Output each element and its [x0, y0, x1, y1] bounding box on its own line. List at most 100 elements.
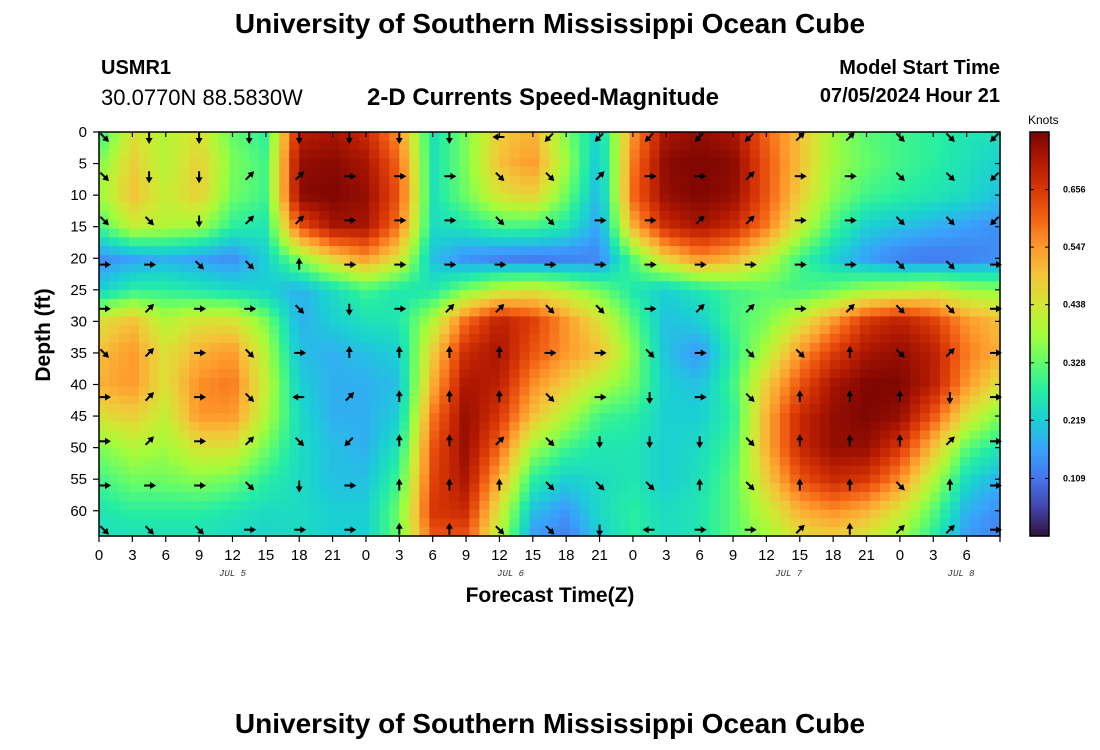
heatmap-cell: [899, 465, 911, 476]
heatmap-cell: [489, 219, 501, 230]
heatmap-cell: [569, 430, 581, 440]
heatmap-cell: [669, 377, 681, 388]
heatmap-cell: [369, 518, 380, 528]
heatmap-cell: [359, 360, 370, 370]
heatmap-cell: [559, 377, 571, 388]
heatmap-cell: [959, 281, 971, 291]
heatmap-cell: [879, 263, 891, 274]
heatmap-cell: [259, 430, 270, 440]
heatmap-cell: [599, 149, 611, 159]
heatmap-cell: [419, 395, 430, 405]
heatmap-cell: [509, 430, 521, 440]
heatmap-cell: [529, 465, 541, 476]
heatmap-cell: [329, 518, 340, 528]
heatmap-cell: [829, 351, 841, 361]
heatmap-cell: [879, 342, 891, 353]
heatmap-cell: [879, 518, 891, 528]
heatmap-cell: [239, 500, 250, 511]
heatmap-cell: [779, 316, 791, 326]
heatmap-cell: [729, 140, 741, 151]
heatmap-cell: [349, 439, 360, 449]
heatmap-cell: [119, 474, 130, 484]
x-tick-label: 15: [524, 547, 541, 564]
colorbar-segment: [1030, 212, 1049, 217]
heatmap-cell: [789, 325, 801, 335]
heatmap-cell: [359, 281, 370, 291]
heatmap-cell: [329, 263, 340, 274]
heatmap-cell: [789, 483, 801, 493]
heatmap-cell: [279, 184, 290, 195]
current-vector-arrow: [194, 349, 207, 357]
heatmap-cell: [109, 193, 120, 203]
heatmap-cell: [739, 465, 751, 476]
heatmap-cell: [399, 281, 410, 291]
heatmap-cell: [299, 483, 310, 493]
heatmap-cell: [549, 193, 561, 203]
heatmap-cell: [629, 290, 641, 300]
heatmap-cell: [989, 518, 1001, 528]
heatmap-cell: [859, 456, 871, 467]
heatmap-cell: [449, 456, 460, 467]
heatmap-cell: [709, 413, 721, 423]
heatmap-cell: [469, 395, 481, 405]
heatmap-cell: [149, 360, 160, 370]
heatmap-cell: [439, 175, 450, 186]
heatmap-cell: [789, 527, 801, 537]
heatmap-cell: [549, 465, 561, 476]
heatmap-cell: [319, 263, 330, 274]
heatmap-cell: [679, 413, 691, 423]
heatmap-cell: [459, 474, 471, 484]
heatmap-cell: [809, 184, 821, 195]
heatmap-cell: [499, 377, 511, 388]
heatmap-cell: [669, 175, 681, 186]
heatmap-cell: [989, 298, 1001, 309]
heatmap-cell: [889, 518, 901, 528]
heatmap-cell: [769, 281, 781, 291]
heatmap-cell: [159, 369, 170, 379]
heatmap-cell: [449, 193, 460, 203]
heatmap-cell: [819, 439, 831, 449]
heatmap-cell: [429, 474, 440, 484]
heatmap-cell: [639, 290, 651, 300]
heatmap-cell: [399, 500, 410, 511]
colorbar-segment: [1030, 270, 1049, 274]
heatmap-cell: [179, 219, 190, 230]
heatmap-cell: [629, 439, 641, 449]
heatmap-cell: [649, 184, 661, 195]
heatmap-cell: [789, 272, 801, 282]
heatmap-cell: [759, 404, 771, 414]
heatmap-cell: [669, 167, 681, 177]
heatmap-cell: [899, 281, 911, 291]
heatmap-cell: [239, 211, 250, 221]
heatmap-cell: [479, 228, 491, 238]
current-vector-arrow: [594, 132, 604, 142]
heatmap-cell: [739, 404, 751, 414]
heatmap-cell: [699, 325, 711, 335]
heatmap-cell: [849, 281, 861, 291]
heatmap-cell: [299, 211, 310, 221]
heatmap-cell: [359, 492, 370, 502]
heatmap-cell: [799, 263, 811, 274]
heatmap-cell: [749, 465, 761, 476]
heatmap-cell: [289, 369, 300, 379]
heatmap-cell: [109, 334, 120, 344]
heatmap-cell: [869, 404, 881, 414]
heatmap-cell: [589, 448, 601, 458]
heatmap-cell: [189, 334, 200, 344]
heatmap-cell: [219, 474, 230, 484]
heatmap-cell: [639, 518, 651, 528]
heatmap-cell: [929, 492, 941, 502]
heatmap-cell: [309, 228, 320, 238]
current-vector-arrow: [796, 478, 804, 491]
heatmap-cell: [509, 254, 521, 265]
heatmap-cell: [479, 369, 491, 379]
heatmap-cell: [969, 254, 981, 265]
heatmap-cell: [99, 500, 110, 511]
heatmap-cell: [679, 325, 691, 335]
heatmap-cell: [979, 184, 991, 195]
heatmap-cell: [99, 421, 110, 432]
heatmap-cell: [489, 421, 501, 432]
heatmap-cell: [829, 430, 841, 440]
heatmap-cell: [649, 237, 661, 247]
heatmap-cell: [729, 175, 741, 186]
